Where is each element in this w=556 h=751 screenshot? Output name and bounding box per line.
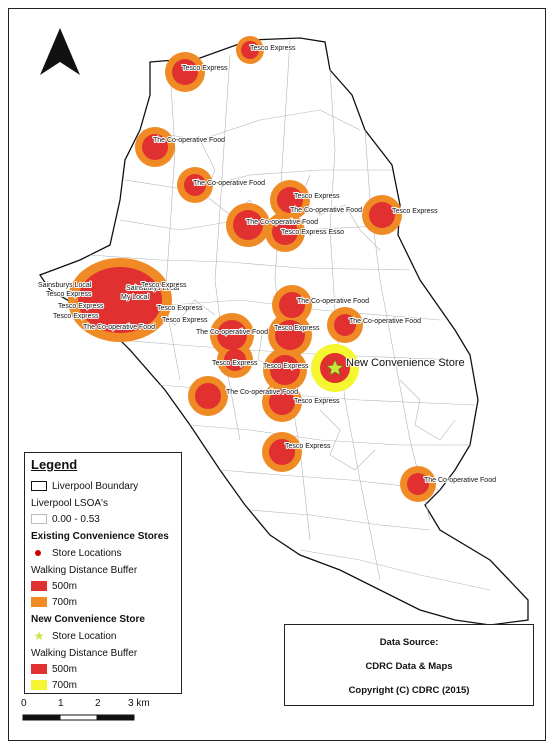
store-label: Tesco Express xyxy=(263,363,309,370)
store-label: The Co-operative Food xyxy=(424,477,496,484)
new-store-label: New Convenience Store xyxy=(346,357,465,369)
buffer-500m xyxy=(407,473,429,495)
store-label: Tesco Express xyxy=(285,443,331,450)
legend-existing-heading: Existing Convenience Stores xyxy=(31,531,169,542)
data-source-title: Data Source: xyxy=(379,637,439,648)
buffer-500m xyxy=(241,41,259,59)
legend-buffer-heading-1: Walking Distance Buffer xyxy=(31,565,138,576)
scale-tick-3: 3 km xyxy=(128,698,150,709)
buffer-500m xyxy=(270,355,300,385)
store-label: Sainsburys Local xyxy=(126,285,180,292)
new-store-star-icon[interactable] xyxy=(326,359,344,376)
legend-title: Legend xyxy=(31,457,78,472)
scale-bar-graphic xyxy=(22,714,135,721)
buffer-500m xyxy=(334,314,356,336)
buffer-500m xyxy=(275,320,305,350)
store-label: The Co-operative Food xyxy=(196,329,268,336)
legend-buffer-500-1: 500m xyxy=(31,581,77,592)
store-label: Tesco Express xyxy=(141,282,187,289)
buffer-500-swatch xyxy=(31,581,47,592)
store-label: The Co-operative Food xyxy=(83,324,155,331)
store-label: Tesco Express xyxy=(162,317,208,324)
store-labels: Tesco Express Tesco Express The Co-opera… xyxy=(37,44,497,485)
legend-store-location: ★ Store Location xyxy=(31,629,117,644)
store-label: The Co-operative Food xyxy=(349,318,421,325)
buffer-500m xyxy=(217,320,247,350)
store-label: The Co-operative Food xyxy=(193,180,265,187)
scale-tick-1: 1 xyxy=(58,698,64,709)
star-icon: ★ xyxy=(33,629,45,644)
store-label: The Co-operative Food xyxy=(290,207,362,214)
legend: Legend Liverpool Boundary Liverpool LSOA… xyxy=(24,452,182,694)
store-dot-icon xyxy=(31,548,47,558)
buffer-500m xyxy=(269,439,295,465)
buffer-500m xyxy=(184,174,206,196)
scale-tick-0: 0 xyxy=(21,698,27,709)
store-label: Tesco Express xyxy=(294,398,340,405)
store-label: My Local xyxy=(121,294,149,301)
legend-buffer-700-2: 700m xyxy=(31,680,77,691)
buffer-500m xyxy=(195,383,221,409)
legend-lsoa-heading: Liverpool LSOA's xyxy=(31,498,108,509)
buffer-500m xyxy=(369,202,395,228)
store-label: The Co-operative Food xyxy=(246,219,318,226)
north-arrow-icon xyxy=(40,28,80,75)
buffer-700-swatch xyxy=(31,597,47,608)
buffer-500m xyxy=(272,219,298,245)
scale-bar: 0 1 2 3 km xyxy=(18,698,178,728)
legend-buffer-heading-2: Walking Distance Buffer xyxy=(31,648,138,659)
buffer-500m xyxy=(233,210,263,240)
buffer-500m xyxy=(142,134,168,160)
buffer-500m xyxy=(279,292,305,318)
buffer-500m xyxy=(269,389,295,415)
legend-boundary: Liverpool Boundary xyxy=(31,481,138,492)
store-label: Tesco Express xyxy=(157,305,203,312)
lsoa-swatch xyxy=(31,514,47,525)
store-label: The Co-operative Food xyxy=(153,137,225,144)
buffer-500m xyxy=(224,349,246,371)
store-label: Tesco Express xyxy=(46,291,92,298)
buffer-500m-layer xyxy=(78,41,429,495)
legend-buffer-500-2: 500m xyxy=(31,664,77,675)
store-label: Tesco Express Esso xyxy=(281,229,344,236)
store-label: The Co-operative Food xyxy=(297,298,369,305)
data-source-line1: CDRC Data & Maps xyxy=(365,661,453,672)
store-label: Tesco Express xyxy=(294,193,340,200)
store-label: Sainsburys Local xyxy=(38,282,92,289)
legend-store-locations: Store Locations xyxy=(31,548,122,559)
store-label: Tesco Express xyxy=(53,313,99,320)
buffer-500m xyxy=(78,267,162,333)
buffer-500-swatch xyxy=(31,664,47,675)
store-label: Tesco Express xyxy=(58,303,104,310)
buffer-500m xyxy=(172,59,198,85)
buffer-500m xyxy=(277,187,303,213)
store-label: Tesco Express xyxy=(212,360,258,367)
boundary-swatch xyxy=(31,481,47,492)
store-label: Tesco Express xyxy=(182,65,228,72)
data-source-line2: Copyright (C) CDRC (2015) xyxy=(348,685,470,696)
store-label: Tesco Express xyxy=(250,45,296,52)
store-label: Tesco Express xyxy=(392,208,438,215)
legend-buffer-700-1: 700m xyxy=(31,597,77,608)
store-label: Tesco Express xyxy=(274,325,320,332)
store-label: The Co-operative Food xyxy=(226,389,298,396)
scale-tick-2: 2 xyxy=(95,698,101,709)
new-buffer-700-swatch xyxy=(31,680,47,691)
legend-new-heading: New Convenience Store xyxy=(31,614,145,625)
legend-lsoa-range: 0.00 - 0.53 xyxy=(31,514,100,525)
data-source-box: Data Source: CDRC Data & Maps Copyright … xyxy=(284,624,534,706)
